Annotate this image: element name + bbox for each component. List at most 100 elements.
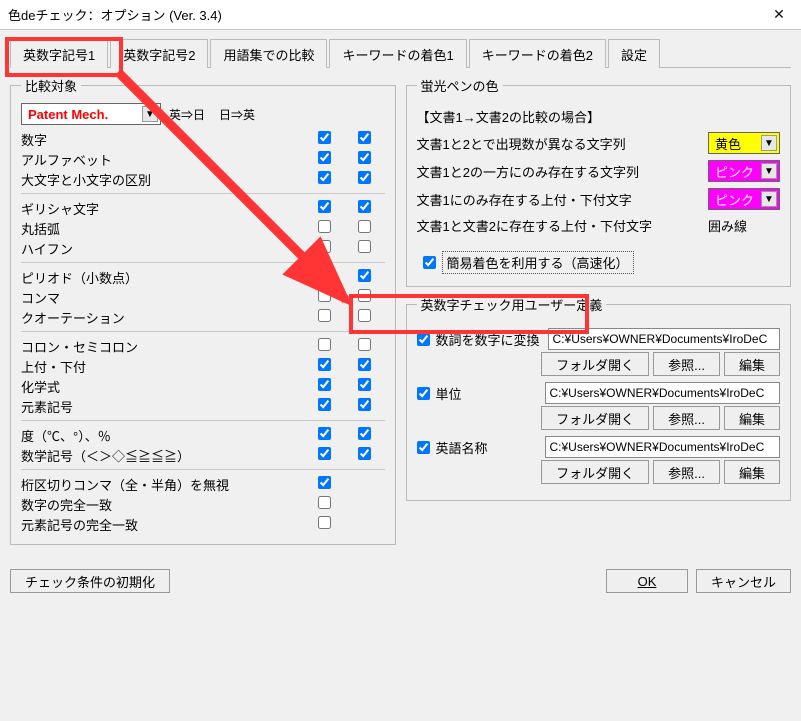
userdef-row: 単位C:¥Users¥OWNER¥Documents¥IroDeC [417, 382, 781, 404]
compare-checkbox[interactable] [318, 516, 331, 529]
compare-row-label: ピリオド（小数点） [21, 268, 305, 287]
compare-row: 丸括弧 [21, 218, 385, 238]
compare-preset-dropdown[interactable]: Patent Mech. ▼ [21, 103, 161, 125]
tab-0[interactable]: 英数字記号1 [10, 39, 108, 68]
highlight-color-dropdown[interactable]: 黄色▼ [708, 132, 780, 154]
compare-row-label: アルファベット [21, 150, 305, 169]
userdef-checkbox[interactable] [417, 387, 430, 400]
edit-button[interactable]: 編集 [724, 352, 780, 376]
highlight-color-dropdown[interactable]: ピンク▼ [708, 160, 780, 182]
compare-row-label: 数字の完全一致 [21, 495, 305, 514]
compare-checkbox-je[interactable] [358, 171, 371, 184]
tab-2[interactable]: 用語集での比較 [210, 39, 327, 68]
browse-button[interactable]: 参照... [653, 406, 720, 430]
highlight-legend: 蛍光ペンの色 [417, 76, 503, 95]
ok-button[interactable]: OK [606, 569, 688, 593]
compare-checkbox-je[interactable] [358, 447, 371, 460]
compare-checkbox-je[interactable] [358, 151, 371, 164]
userdef-group: 英数字チェック用ユーザー定義 数詞を数字に変換C:¥Users¥OWNER¥Do… [406, 295, 792, 501]
userdef-legend: 英数字チェック用ユーザー定義 [417, 295, 607, 314]
compare-checkbox-je[interactable] [358, 131, 371, 144]
browse-button[interactable]: 参照... [653, 352, 720, 376]
compare-checkbox-ej[interactable] [318, 398, 331, 411]
compare-checkbox-ej[interactable] [318, 171, 331, 184]
compare-checkbox-ej[interactable] [318, 427, 331, 440]
compare-legend: 比較対象 [21, 76, 81, 95]
compare-checkbox-je[interactable] [358, 338, 371, 351]
close-icon[interactable]: ✕ [757, 0, 801, 30]
compare-row: クオーテーション [21, 307, 385, 327]
compare-checkbox-je[interactable] [358, 378, 371, 391]
compare-row-label: 大文字と小文字の区別 [21, 170, 305, 189]
compare-row-label: コンマ [21, 288, 305, 307]
compare-group: 比較対象 Patent Mech. ▼ 英⇒日 日⇒英 数字アルファベット大文字… [10, 76, 396, 545]
userdef-checkbox[interactable] [417, 333, 430, 346]
compare-checkbox-ej[interactable] [318, 338, 331, 351]
simple-coloring-checkbox[interactable] [423, 256, 436, 269]
col-header-je: 日⇒英 [219, 106, 255, 123]
compare-checkbox[interactable] [318, 476, 331, 489]
highlight-row: 文書1と2の一方にのみ存在する文字列ピンク▼ [417, 160, 781, 182]
compare-checkbox-ej[interactable] [318, 309, 331, 322]
compare-checkbox-ej[interactable] [318, 200, 331, 213]
compare-checkbox-ej[interactable] [318, 269, 331, 282]
compare-checkbox-ej[interactable] [318, 378, 331, 391]
chevron-down-icon: ▼ [142, 106, 158, 122]
browse-button[interactable]: 参照... [653, 460, 720, 484]
compare-row-label: 数字 [21, 130, 305, 149]
compare-row: コンマ [21, 287, 385, 307]
userdef-path[interactable]: C:¥Users¥OWNER¥Documents¥IroDeC [548, 328, 780, 350]
compare-row-label: コロン・セミコロン [21, 337, 305, 356]
highlight-color-dropdown[interactable]: ピンク▼ [708, 188, 780, 210]
reset-button[interactable]: チェック条件の初期化 [10, 569, 170, 593]
compare-checkbox-je[interactable] [358, 220, 371, 233]
compare-checkbox-ej[interactable] [318, 151, 331, 164]
compare-checkbox-je[interactable] [358, 309, 371, 322]
compare-checkbox-je[interactable] [358, 200, 371, 213]
open-folder-button[interactable]: フォルダ開く [541, 352, 649, 376]
edit-button[interactable]: 編集 [724, 406, 780, 430]
compare-row-label: 桁区切りコンマ（全・半角）を無視 [21, 475, 305, 494]
tab-1[interactable]: 英数字記号2 [110, 39, 208, 68]
highlight-color-value: ピンク [715, 162, 754, 181]
edit-button[interactable]: 編集 [724, 460, 780, 484]
compare-checkbox-ej[interactable] [318, 289, 331, 302]
compare-row-label: ギリシャ文字 [21, 199, 305, 218]
open-folder-button[interactable]: フォルダ開く [541, 460, 649, 484]
compare-checkbox-ej[interactable] [318, 220, 331, 233]
compare-checkbox-je[interactable] [358, 398, 371, 411]
userdef-path[interactable]: C:¥Users¥OWNER¥Documents¥IroDeC [545, 382, 781, 404]
simple-coloring-label: 簡易着色を利用する（高速化） [442, 251, 634, 274]
compare-row: ピリオド（小数点） [21, 267, 385, 287]
compare-checkbox-ej[interactable] [318, 240, 331, 253]
userdef-checkbox[interactable] [417, 441, 430, 454]
title-bar: 色deチェック：オプション (Ver. 3.4) ✕ [0, 0, 801, 30]
compare-row-label: 丸括弧 [21, 219, 305, 238]
compare-checkbox-je[interactable] [358, 269, 371, 282]
compare-row: コロン・セミコロン [21, 336, 385, 356]
compare-checkbox-je[interactable] [358, 358, 371, 371]
compare-checkbox-ej[interactable] [318, 131, 331, 144]
tab-strip: 英数字記号1 英数字記号2 用語集での比較 キーワードの着色1 キーワードの着色… [10, 38, 791, 68]
compare-checkbox-je[interactable] [358, 289, 371, 302]
open-folder-button[interactable]: フォルダ開く [541, 406, 649, 430]
compare-checkbox-ej[interactable] [318, 447, 331, 460]
tab-5[interactable]: 設定 [608, 39, 660, 68]
highlight-row-label: 文書1にのみ存在する上付・下付文字 [417, 190, 701, 209]
compare-row: 上付・下付 [21, 356, 385, 376]
userdef-path[interactable]: C:¥Users¥OWNER¥Documents¥IroDeC [545, 436, 781, 458]
userdef-row: 数詞を数字に変換C:¥Users¥OWNER¥Documents¥IroDeC [417, 328, 781, 350]
userdef-label: 英語名称 [436, 438, 488, 457]
compare-checkbox-je[interactable] [358, 240, 371, 253]
highlight-row: 文書1と2とで出現数が異なる文字列黄色▼ [417, 132, 781, 154]
dialog-body: 英数字記号1 英数字記号2 用語集での比較 キーワードの着色1 キーワードの着色… [0, 30, 801, 563]
tab-3[interactable]: キーワードの着色1 [329, 39, 466, 68]
compare-checkbox-je[interactable] [358, 427, 371, 440]
cancel-button[interactable]: キャンセル [696, 569, 791, 593]
tab-4[interactable]: キーワードの着色2 [469, 39, 606, 68]
highlight-row-label: 文書1と2とで出現数が異なる文字列 [417, 134, 701, 153]
chevron-down-icon: ▼ [761, 135, 777, 151]
highlight-row: 文書1と文書2に存在する上付・下付文字囲み線 [417, 216, 781, 235]
compare-checkbox-ej[interactable] [318, 358, 331, 371]
compare-checkbox[interactable] [318, 496, 331, 509]
